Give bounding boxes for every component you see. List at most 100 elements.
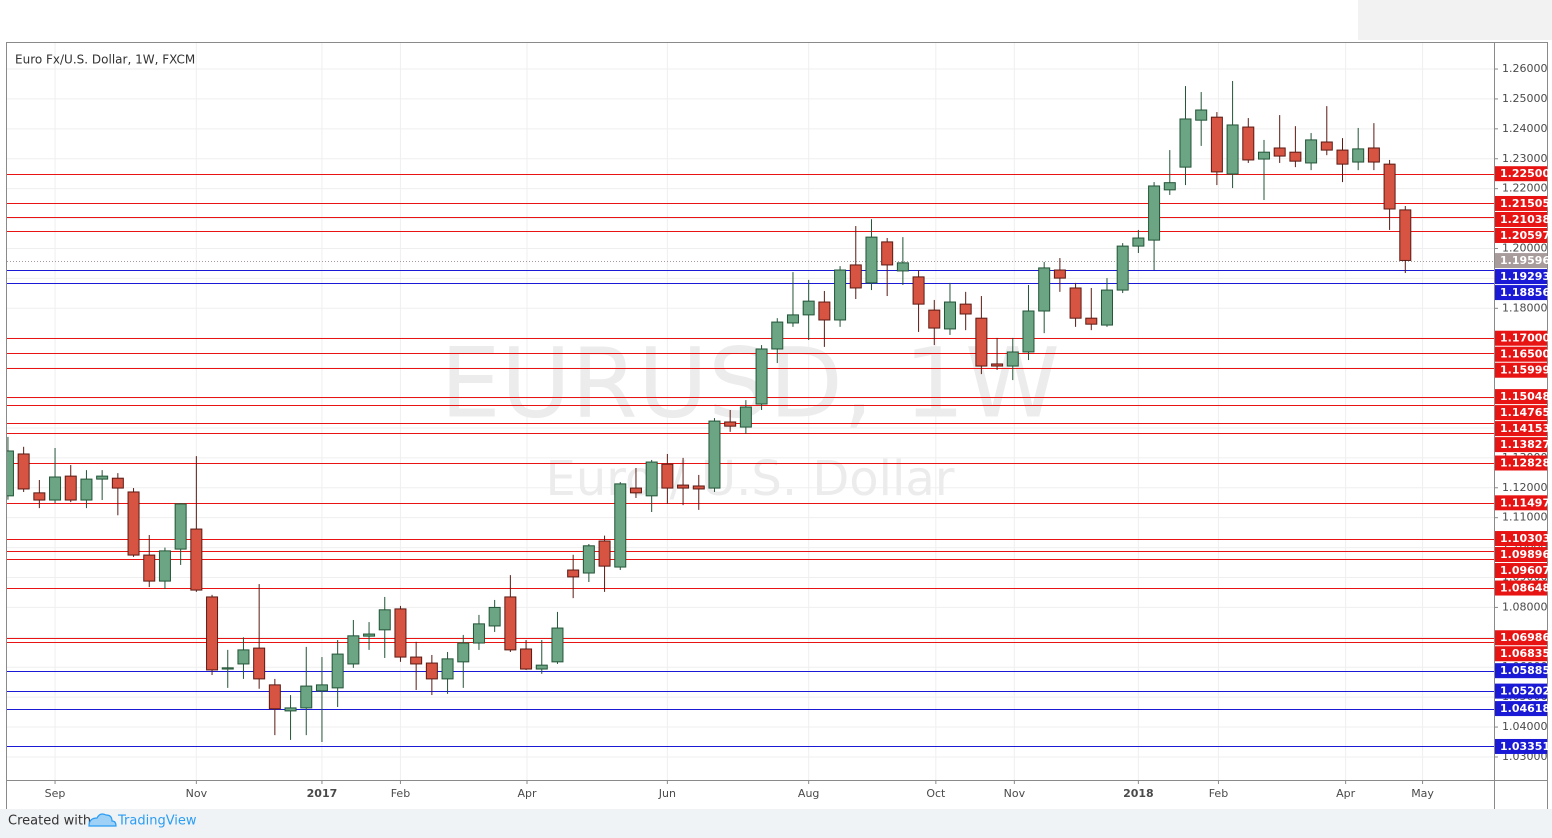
level-label: 1.17000 — [1500, 332, 1550, 345]
x-tick-label: Apr — [1336, 787, 1356, 800]
level-label: 1.14765 — [1500, 406, 1550, 419]
top-panel — [1358, 0, 1552, 40]
candle-body — [96, 475, 109, 480]
candle-body — [1132, 237, 1145, 247]
level-box — [1495, 285, 1547, 301]
candle-body — [394, 608, 407, 658]
last-price-label: 1.19596 — [1500, 254, 1550, 267]
level-label: 1.09896 — [1500, 548, 1550, 561]
candle-body — [410, 656, 423, 665]
level-label: 1.15048 — [1500, 390, 1550, 403]
y-tick-label: 1.23000 — [1502, 152, 1548, 165]
candle-body — [158, 550, 171, 582]
candle-body — [865, 236, 878, 284]
brand-text[interactable]: TradingView — [117, 814, 197, 829]
level-label: 1.19293 — [1500, 270, 1550, 283]
level-label: 1.09607 — [1500, 564, 1550, 577]
candle-body — [1022, 310, 1035, 353]
candle-body — [49, 476, 62, 501]
candle-body — [1289, 151, 1302, 162]
level-label: 1.05202 — [1500, 685, 1550, 698]
level-label: 1.08648 — [1500, 582, 1550, 595]
level-label: 1.06835 — [1500, 647, 1550, 660]
candle-body — [1210, 116, 1223, 173]
level-label: 1.13827 — [1500, 438, 1550, 451]
watermark-subtitle: Euro / U.S. Dollar — [545, 451, 954, 507]
candle-body — [582, 545, 595, 574]
levels — [7, 174, 1494, 747]
candle-body — [457, 642, 470, 663]
level-labels: 1.22500 1.21505 1.21038 1.20597 1.19596 1.192… — [1495, 166, 1550, 754]
level-box — [1495, 166, 1547, 182]
x-tick-label: Apr — [517, 787, 537, 800]
x-tick-label: 2018 — [1123, 787, 1154, 800]
candle-body — [1038, 267, 1051, 312]
candle-body — [441, 658, 454, 680]
candle-body — [378, 609, 391, 631]
candle-body — [896, 262, 909, 272]
candle-body — [1273, 147, 1286, 157]
candle-body — [363, 633, 376, 637]
candle-body — [284, 707, 297, 712]
footer-bar — [0, 809, 1552, 838]
candle-body — [724, 421, 737, 427]
candle-body — [1399, 209, 1412, 261]
level-box — [1495, 701, 1547, 717]
level-label: 1.14153 — [1500, 422, 1550, 435]
y-tick-label: 1.24000 — [1502, 122, 1548, 135]
level-label: 1.21505 — [1500, 197, 1550, 210]
candle-body — [331, 653, 344, 689]
level-box — [1495, 211, 1547, 227]
y-tick-label: 1.22000 — [1502, 182, 1548, 195]
level-box — [1495, 330, 1547, 346]
candle-body — [755, 348, 768, 405]
candle-body — [943, 301, 956, 330]
candle-body — [567, 569, 580, 578]
candle-body — [1367, 147, 1380, 163]
level-box — [1495, 405, 1547, 421]
chart-title: Euro Fx/U.S. Dollar, 1W, FXCM — [15, 53, 195, 67]
candle-body — [1383, 163, 1396, 210]
candle-body — [975, 317, 988, 367]
candle-body — [535, 664, 548, 670]
x-tick-label: Jun — [658, 787, 676, 800]
level-box — [1495, 421, 1547, 437]
level-box — [1495, 495, 1547, 511]
candle-body — [802, 300, 815, 316]
candles — [7, 80, 1412, 743]
candle-body — [520, 648, 533, 670]
x-tick-label: Nov — [186, 787, 208, 800]
candle-body — [771, 321, 784, 350]
level-box — [1495, 547, 1547, 563]
level-label: 1.22500 — [1500, 167, 1550, 180]
x-tick-label: Oct — [926, 787, 946, 800]
candle-body — [598, 540, 611, 567]
level-box — [1495, 580, 1547, 596]
level-label: 1.03351 — [1500, 740, 1550, 753]
candle-body — [991, 363, 1004, 367]
level-box — [1495, 646, 1547, 662]
y-tick-label: 1.18000 — [1502, 301, 1548, 314]
level-box — [1495, 563, 1547, 579]
y-tick-label: 1.04000 — [1502, 720, 1548, 733]
candle-body — [818, 301, 831, 321]
level-label: 1.18856 — [1500, 286, 1550, 299]
level-label: 1.05885 — [1500, 664, 1550, 677]
candle-body — [834, 269, 847, 321]
level-box — [1495, 389, 1547, 405]
y-tick-label: 1.25000 — [1502, 92, 1548, 105]
candle-body — [849, 264, 862, 289]
chart-frame — [6, 42, 1548, 810]
candle-body — [912, 276, 925, 305]
level-box — [1495, 663, 1547, 679]
candle-body — [347, 635, 360, 665]
candle-body — [80, 478, 93, 501]
level-label: 1.04618 — [1500, 702, 1550, 715]
candle-body — [551, 627, 564, 663]
candle-body — [1226, 124, 1239, 175]
level-label: 1.11497 — [1500, 496, 1550, 509]
candle-body — [221, 667, 234, 670]
candle-body — [1320, 141, 1333, 151]
